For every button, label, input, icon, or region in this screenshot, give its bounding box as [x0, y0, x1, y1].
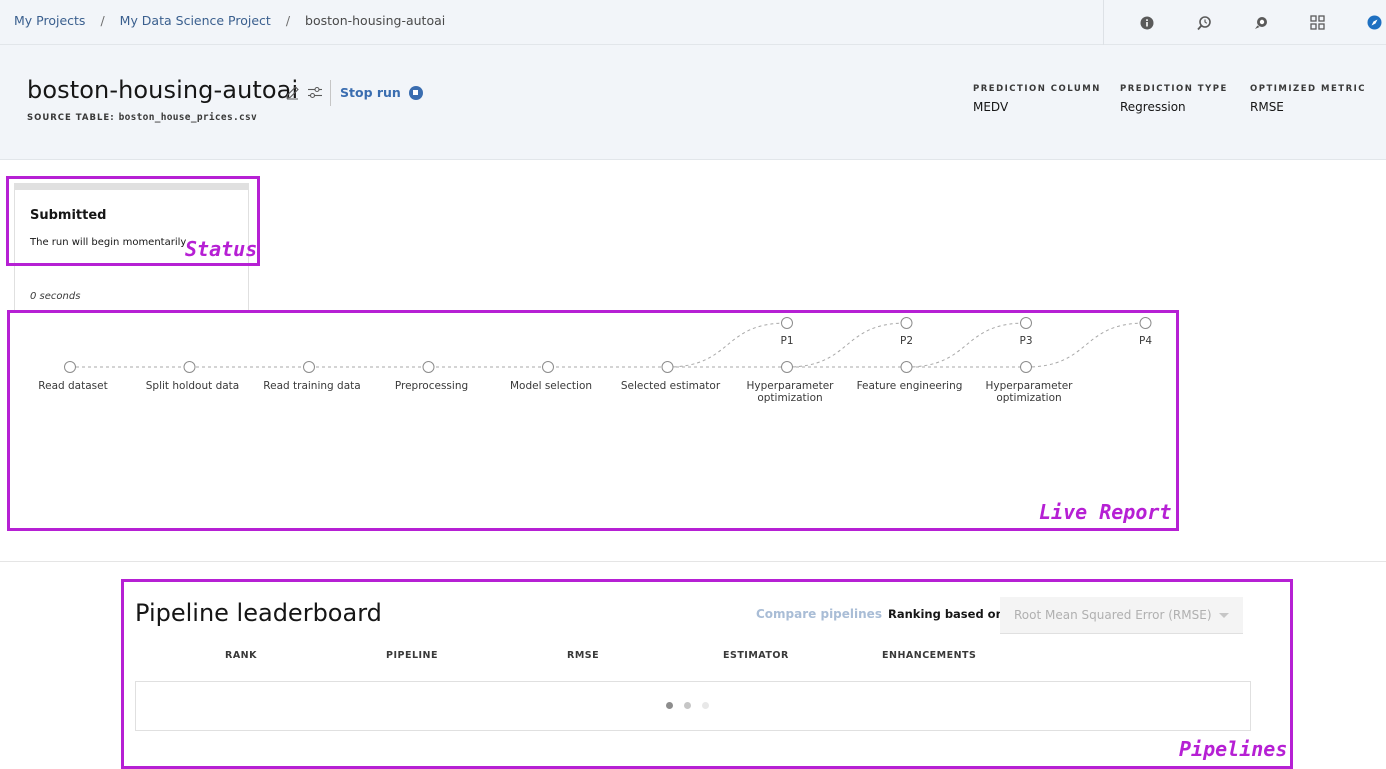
progress-step-label: Read training data [263, 380, 360, 392]
breadcrumb-separator: / [100, 13, 105, 28]
ranking-select[interactable]: Root Mean Squared Error (RMSE) [1000, 597, 1243, 634]
compare-pipelines-button[interactable]: Compare pipelines [756, 607, 882, 621]
status-elapsed-time: 0 seconds [30, 291, 81, 302]
experiment-title: boston-housing-autoai [27, 76, 299, 104]
source-table-value: boston_house_prices.csv [118, 112, 258, 123]
pipeline-node-label: P2 [900, 335, 913, 347]
info-icon[interactable] [1118, 0, 1175, 45]
progress-step-node[interactable] [661, 361, 674, 373]
compass-icon[interactable] [1346, 0, 1386, 45]
progress-step-node[interactable] [64, 361, 76, 373]
history-icon[interactable] [1175, 0, 1232, 45]
status-annotation-label: Status [185, 237, 258, 261]
loading-dot [702, 702, 709, 709]
meta-value: Regression [1120, 100, 1186, 114]
column-header-pipeline[interactable]: PIPELINE [386, 650, 438, 661]
breadcrumb-separator: / [285, 13, 291, 28]
optimized-metric: OPTIMIZED METRIC RMSE [1250, 84, 1366, 114]
pipeline-node[interactable] [900, 317, 913, 329]
progress-step-node[interactable] [542, 361, 554, 373]
loading-indicator [666, 702, 709, 709]
loading-dot [666, 702, 673, 709]
leaderboard-table-body [135, 681, 1251, 731]
progress-step-node[interactable] [781, 361, 793, 373]
status-message: The run will begin momentarily [30, 237, 187, 248]
chat-icon[interactable] [1232, 0, 1289, 45]
pipelines-annotation-label: Pipelines [1179, 737, 1288, 761]
source-table-label: SOURCE TABLE: [27, 113, 115, 123]
meta-label: OPTIMIZED METRIC [1250, 84, 1367, 94]
header-divider [330, 80, 331, 106]
meta-label: PREDICTION TYPE [1120, 84, 1228, 94]
section-divider [0, 561, 1386, 562]
status-annotation-box [6, 176, 260, 266]
pipeline-branch-line [1025, 322, 1146, 368]
pipeline-node-label: P1 [780, 335, 793, 347]
column-header-enhancements[interactable]: ENHANCEMENTS [882, 650, 977, 661]
ranking-select-value: Root Mean Squared Error (RMSE) [1014, 608, 1212, 622]
breadcrumb: My Projects / My Data Science Project / … [14, 13, 445, 28]
status-progress-bar [15, 183, 248, 190]
edit-icon[interactable] [285, 85, 300, 104]
progress-step-label: Selected estimator [621, 380, 721, 392]
loading-dot [684, 702, 691, 709]
column-header-rmse[interactable]: RMSE [567, 650, 600, 661]
status-card: Submitted The run will begin momentarily… [14, 183, 249, 313]
progress-step-label: Feature engineering [857, 380, 963, 392]
progress-step-label: optimization [757, 392, 822, 404]
stop-icon [408, 85, 423, 100]
progress-step-label: optimization [996, 392, 1061, 404]
progress-step-node[interactable] [183, 361, 196, 373]
stop-run-button[interactable]: Stop run [340, 85, 423, 100]
meta-label: PREDICTION COLUMN [973, 84, 1101, 94]
pipeline-node-label: P3 [1019, 335, 1032, 347]
top-bar: My Projects / My Data Science Project / … [0, 0, 1386, 45]
stop-run-label: Stop run [340, 85, 401, 100]
chevron-down-icon [1219, 613, 1229, 618]
settings-sliders-icon[interactable] [307, 85, 323, 104]
pipeline-node[interactable] [1139, 317, 1152, 329]
pipeline-branch-line [667, 322, 788, 368]
progress-step-label: Split holdout data [146, 380, 239, 392]
progress-step-node[interactable] [1020, 361, 1032, 373]
source-table: SOURCE TABLE: boston_house_prices.csv [27, 112, 257, 123]
breadcrumb-project[interactable]: My Data Science Project [119, 13, 271, 28]
pipeline-node[interactable] [781, 317, 793, 329]
pipeline-branch-line [786, 322, 907, 368]
experiment-header: boston-housing-autoai Stop run SOURCE TA… [0, 45, 1386, 160]
column-header-estimator[interactable]: ESTIMATOR [723, 650, 789, 661]
prediction-column: PREDICTION COLUMN MEDV [973, 84, 1101, 114]
pipeline-node[interactable] [1020, 317, 1032, 329]
progress-step-label: Hyperparameter [986, 380, 1074, 392]
grid-icon[interactable] [1289, 0, 1346, 45]
progress-step-node[interactable] [900, 361, 913, 373]
prediction-type: PREDICTION TYPE Regression [1120, 84, 1228, 114]
ranking-label: Ranking based on: [888, 607, 1009, 621]
pipeline-node-label: P4 [1139, 335, 1152, 347]
progress-step-node[interactable] [422, 361, 435, 373]
status-title: Submitted [30, 208, 107, 223]
pipelines-annotation-box [121, 579, 1293, 769]
pipeline-branch-line [906, 322, 1027, 368]
breadcrumb-my-projects[interactable]: My Projects [14, 13, 86, 28]
progress-step-node[interactable] [303, 361, 315, 373]
topbar-divider [1103, 0, 1104, 45]
progress-step-label: Hyperparameter [747, 380, 835, 392]
meta-value: RMSE [1250, 100, 1284, 114]
meta-value: MEDV [973, 100, 1009, 114]
leaderboard-title: Pipeline leaderboard [135, 599, 382, 627]
breadcrumb-current: boston-housing-autoai [305, 13, 446, 28]
progress-step-label: Read dataset [38, 380, 107, 392]
progress-step-label: Model selection [510, 380, 592, 392]
column-header-rank[interactable]: RANK [225, 650, 257, 661]
live-report-annotation-label: Live Report [1039, 500, 1172, 524]
toolbar-icons [1118, 0, 1386, 45]
progress-step-label: Preprocessing [395, 380, 468, 392]
progress-map: Read dataset Split holdout data Read train… [38, 317, 1152, 404]
live-report-annotation-box [7, 310, 1179, 531]
